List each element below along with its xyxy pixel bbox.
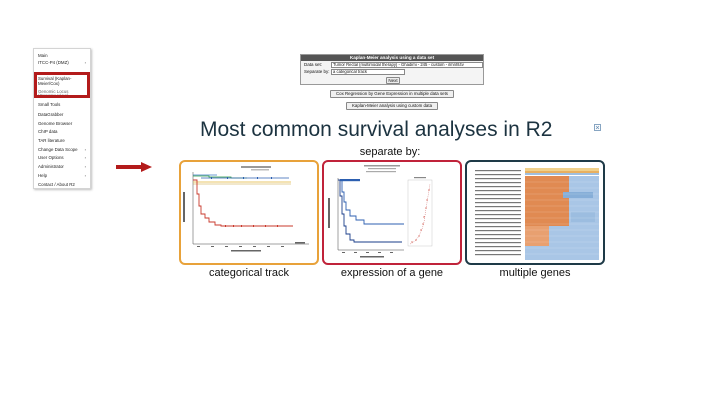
expand-icon[interactable]	[594, 124, 601, 131]
separate-by-subhead: separate by:	[359, 146, 421, 158]
menu-item-help[interactable]: Help ›	[38, 173, 86, 178]
km-plot-gene-expression	[328, 165, 433, 258]
chevron-right-icon: ›	[84, 173, 86, 178]
menu-item-survival-sub[interactable]: Meier/Cox)	[38, 81, 60, 86]
cox-regression-button[interactable]: Cox Regression by Gene Expression in mul…	[330, 90, 454, 98]
page-headline: Most common survival analyses in R2	[200, 118, 553, 141]
menu-item-datagrabber[interactable]: DataGrabber	[38, 112, 64, 117]
menu-item-chip-data[interactable]: ChIP data	[38, 129, 58, 134]
main-menu: Main ITCC-P4 (DMZ) › Survival (Kaplan- Me…	[33, 48, 91, 189]
menu-item-survival[interactable]: Survival (Kaplan-	[38, 76, 72, 81]
chevron-right-icon: ›	[84, 60, 86, 65]
separate-by-label: Separate by:	[304, 69, 330, 74]
menu-item-user-options[interactable]: User Options ›	[38, 155, 86, 160]
arrow-right-icon	[116, 162, 152, 172]
menu-item-main[interactable]: Main	[38, 53, 48, 58]
menu-item-small-tools[interactable]: Small Tools	[38, 102, 61, 107]
dataset-label: Data set:	[304, 62, 323, 67]
menu-item-genomic-locus[interactable]: Genomic Locus	[38, 89, 69, 94]
caption-multiple-genes: multiple genes	[499, 267, 571, 279]
menu-item-tar-literature[interactable]: TAR literature	[38, 138, 65, 143]
menu-item-genome-browser[interactable]: Genome Browser	[38, 121, 73, 126]
km-form-title: Kaplan-Meier analysis using a data set	[301, 55, 483, 61]
menu-item-change-scope[interactable]: Change Data Scope ›	[38, 147, 86, 152]
card-expression-gene[interactable]	[322, 160, 462, 265]
menu-item-contact[interactable]: Contact / About R2	[38, 182, 75, 187]
survival-highlight-box	[34, 72, 90, 98]
chevron-right-icon: ›	[84, 155, 86, 160]
menu-item-itcc[interactable]: ITCC-P4 (DMZ) ›	[38, 60, 86, 65]
dataset-select[interactable]: Tumor Rectal (multimodal therapy) - Ghad…	[331, 62, 483, 68]
caption-expression-gene: expression of a gene	[340, 267, 444, 279]
km-plot-categorical	[183, 166, 309, 252]
km-custom-data-button[interactable]: Kaplan-Meier analysis using custom data	[346, 102, 438, 110]
chevron-right-icon: ›	[84, 164, 86, 169]
next-button[interactable]: Next	[386, 77, 400, 84]
menu-item-administrator[interactable]: Administrator ›	[38, 164, 86, 169]
card-multiple-genes[interactable]	[465, 160, 605, 265]
separate-by-select[interactable]: a categorical track	[331, 69, 405, 75]
km-form-panel: Kaplan-Meier analysis using a data set D…	[300, 54, 484, 85]
chevron-right-icon: ›	[84, 147, 86, 152]
caption-categorical-track: categorical track	[208, 267, 290, 279]
card-categorical-track[interactable]	[179, 160, 319, 265]
heatmap-multiple-genes	[475, 168, 599, 260]
